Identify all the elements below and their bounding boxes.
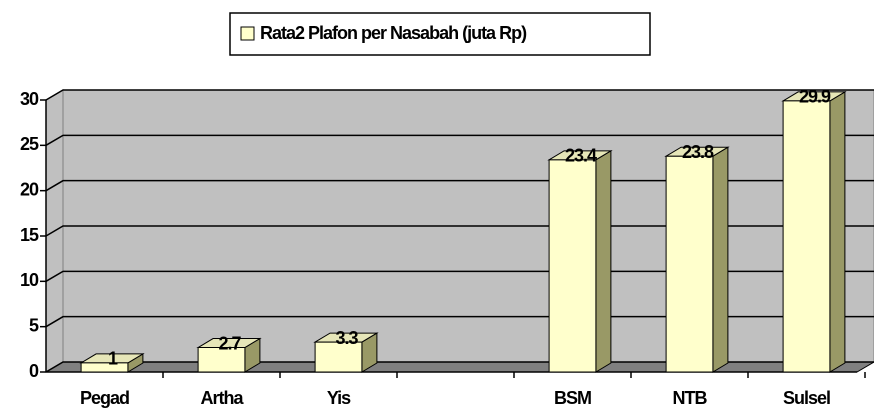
y-tick-label: 20 xyxy=(20,179,39,199)
data-label: 23.4 xyxy=(565,146,597,166)
legend-label: Rata2 Plafon per Nasabah (juta Rp) xyxy=(260,23,527,43)
bar-front xyxy=(548,159,597,373)
bar-side xyxy=(829,91,846,373)
bar xyxy=(781,91,847,373)
x-tick-label: Sulsel xyxy=(783,388,830,408)
y-tick-label: 30 xyxy=(20,89,39,109)
x-tick-label: Pegad xyxy=(80,388,129,408)
x-tick-label: Yis xyxy=(327,388,351,408)
x-tick-label: NTB xyxy=(673,388,708,408)
grid-line xyxy=(45,134,874,146)
bar-side xyxy=(595,149,612,373)
bar-front xyxy=(665,155,714,373)
y-tick-label: 0 xyxy=(29,361,39,381)
y-tick-label: 15 xyxy=(20,225,39,245)
bar xyxy=(196,337,262,373)
bar-front xyxy=(314,341,363,373)
data-label: 29.9 xyxy=(799,87,831,107)
x-tick-label: BSM xyxy=(554,388,591,408)
y-tick-label: 10 xyxy=(20,270,39,290)
data-label: 2.7 xyxy=(218,333,241,353)
x-tick-label: Artha xyxy=(200,388,244,408)
bar-front xyxy=(80,362,129,373)
bar xyxy=(664,146,730,373)
y-tick-label: 25 xyxy=(20,134,39,154)
bar-front xyxy=(197,347,246,373)
floor xyxy=(44,361,874,373)
bar xyxy=(313,332,379,373)
legend: Rata2 Plafon per Nasabah (juta Rp) xyxy=(229,12,651,56)
y-tick-label: 5 xyxy=(29,315,39,335)
grid-line xyxy=(45,89,874,101)
legend-frame xyxy=(229,12,651,56)
bar-side xyxy=(712,146,729,373)
bar-front xyxy=(782,100,831,373)
data-label: 3.3 xyxy=(335,328,358,348)
data-label: 1 xyxy=(108,349,118,369)
data-label: 23.8 xyxy=(682,142,714,162)
bar xyxy=(79,353,145,373)
legend-swatch xyxy=(240,26,255,41)
bar xyxy=(547,149,613,373)
